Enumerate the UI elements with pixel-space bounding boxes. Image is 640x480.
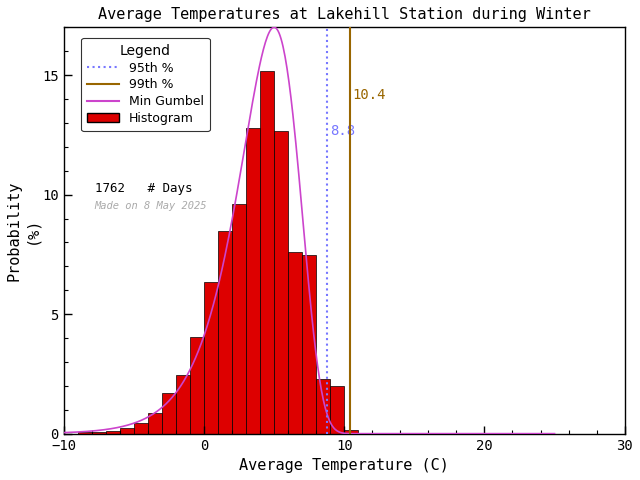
Bar bbox=[162, 393, 176, 433]
Bar bbox=[106, 431, 120, 433]
Bar bbox=[148, 413, 162, 433]
Bar bbox=[176, 374, 190, 433]
Legend: 95th %, 99th %, Min Gumbel, Histogram: 95th %, 99th %, Min Gumbel, Histogram bbox=[81, 37, 210, 131]
Bar bbox=[274, 131, 288, 433]
Bar bbox=[344, 430, 358, 433]
Bar bbox=[260, 71, 274, 433]
Bar bbox=[246, 128, 260, 433]
Bar bbox=[92, 432, 106, 433]
Bar bbox=[316, 379, 330, 433]
Bar bbox=[330, 386, 344, 433]
Bar bbox=[288, 252, 302, 433]
Bar bbox=[204, 282, 218, 433]
Y-axis label: Probability
(%): Probability (%) bbox=[7, 180, 39, 281]
Text: 8.8: 8.8 bbox=[330, 124, 355, 138]
Bar bbox=[302, 255, 316, 433]
X-axis label: Average Temperature (C): Average Temperature (C) bbox=[239, 458, 449, 473]
Text: 10.4: 10.4 bbox=[353, 88, 386, 102]
Text: Made on 8 May 2025: Made on 8 May 2025 bbox=[95, 201, 207, 211]
Bar bbox=[120, 428, 134, 433]
Bar bbox=[218, 231, 232, 433]
Text: 1762   # Days: 1762 # Days bbox=[95, 182, 192, 195]
Bar bbox=[134, 423, 148, 433]
Bar bbox=[77, 432, 92, 433]
Bar bbox=[190, 337, 204, 433]
Title: Average Temperatures at Lakehill Station during Winter: Average Temperatures at Lakehill Station… bbox=[98, 7, 591, 22]
Bar bbox=[232, 204, 246, 433]
